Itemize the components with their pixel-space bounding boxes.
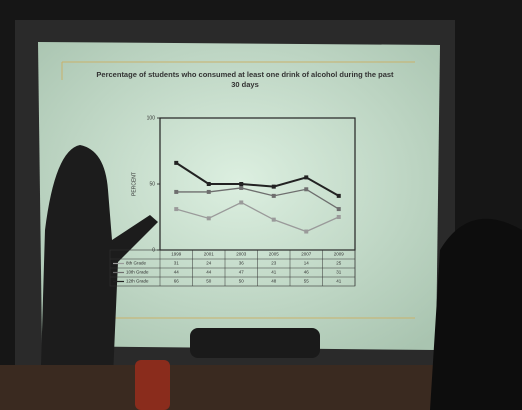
marker — [174, 190, 178, 194]
table-value: 48 — [271, 279, 277, 284]
table-value: 66 — [174, 279, 180, 284]
marker — [337, 215, 341, 219]
marker — [272, 185, 276, 189]
x-tick-label: 2009 — [334, 252, 345, 257]
x-tick-label: 2007 — [301, 252, 312, 257]
table-value: 25 — [336, 261, 342, 266]
scene: PERCENT 0 50 100 1999 2001 2003 2005 2007 2009 8th… — [0, 0, 522, 410]
table-value: 24 — [206, 261, 212, 266]
chart-title: Percentage of students who consumed at l… — [95, 70, 395, 90]
table-value: 50 — [206, 279, 212, 284]
legend-label: 8th Grade — [126, 261, 147, 266]
x-tick-label: 1999 — [171, 252, 182, 257]
x-tick-label: 2001 — [204, 252, 215, 257]
table-value: 31 — [174, 261, 180, 266]
table-value: 44 — [206, 270, 212, 275]
y-tick-label: 0 — [152, 247, 155, 253]
table-value: 36 — [239, 261, 245, 266]
marker — [239, 186, 243, 190]
y-tick-label: 100 — [147, 115, 156, 121]
marker — [239, 200, 243, 204]
y-axis-label: PERCENT — [131, 172, 137, 196]
marker — [337, 207, 341, 211]
table-value: 23 — [271, 261, 277, 266]
y-tick-label: 50 — [149, 181, 155, 187]
marker — [304, 230, 308, 234]
x-tick-label: 2005 — [269, 252, 280, 257]
marker — [337, 194, 341, 198]
marker — [304, 175, 308, 179]
table-value: 41 — [336, 279, 342, 284]
table-value: 31 — [336, 270, 342, 275]
marker — [174, 161, 178, 165]
table-value: 41 — [271, 270, 277, 275]
x-tick-label: 2003 — [236, 252, 247, 257]
photo: PERCENT 0 50 100 1999 2001 2003 2005 2007 2009 8th… — [0, 0, 522, 410]
table-value: 44 — [174, 270, 180, 275]
audience-head — [430, 219, 522, 410]
legend-label: 10th Grade — [126, 270, 149, 275]
chair — [190, 328, 320, 358]
marker — [174, 207, 178, 211]
table-value: 14 — [304, 261, 310, 266]
marker — [239, 182, 243, 186]
table-value: 47 — [239, 270, 245, 275]
marker — [304, 187, 308, 191]
marker — [207, 190, 211, 194]
table-value: 46 — [304, 270, 310, 275]
marker — [207, 182, 211, 186]
marker — [272, 194, 276, 198]
table-value: 50 — [239, 279, 245, 284]
cup — [135, 360, 170, 410]
table-value: 55 — [304, 279, 310, 284]
marker — [272, 218, 276, 222]
marker — [207, 216, 211, 220]
legend-label: 12th Grade — [126, 279, 149, 284]
